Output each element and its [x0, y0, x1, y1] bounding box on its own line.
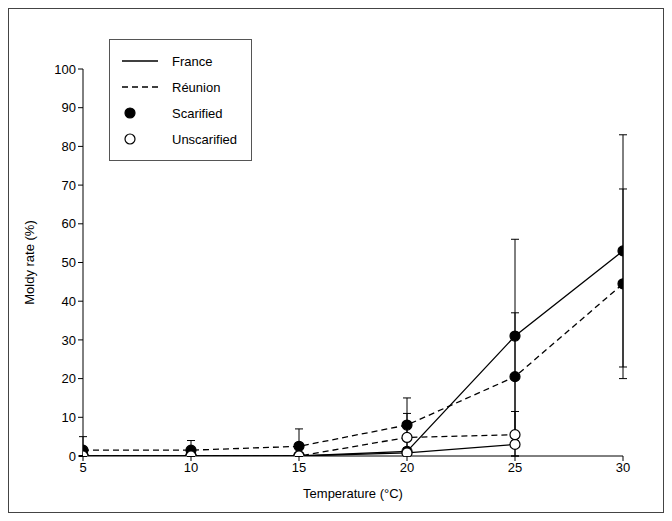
- html-text:Scarified: Scarified: [172, 105, 223, 121]
- svg-text:10: 10: [62, 410, 76, 425]
- html-text:Réunion: Réunion: [172, 79, 221, 95]
- svg-text:100: 100: [54, 62, 76, 77]
- html-text:Unscarified: Unscarified: [172, 131, 237, 147]
- svg-text:90: 90: [62, 100, 76, 115]
- svg-text:5: 5: [79, 460, 86, 475]
- svg-text:30: 30: [62, 333, 76, 348]
- svg-text:50: 50: [62, 255, 76, 270]
- svg-text:30: 30: [616, 460, 630, 475]
- svg-text:Temperature (°C): Temperature (°C): [303, 486, 403, 501]
- svg-text:20: 20: [62, 371, 76, 386]
- html-text:France: France: [172, 53, 213, 69]
- svg-text:80: 80: [62, 139, 76, 154]
- svg-text:60: 60: [62, 216, 76, 231]
- svg-text:10: 10: [184, 460, 198, 475]
- svg-text:Moldy rate (%): Moldy rate (%): [22, 220, 37, 305]
- svg-text:20: 20: [400, 460, 414, 475]
- svg-text:0: 0: [69, 449, 76, 464]
- svg-text:15: 15: [292, 460, 306, 475]
- svg-text:25: 25: [508, 460, 522, 475]
- svg-text:70: 70: [62, 178, 76, 193]
- svg-text:40: 40: [62, 294, 76, 309]
